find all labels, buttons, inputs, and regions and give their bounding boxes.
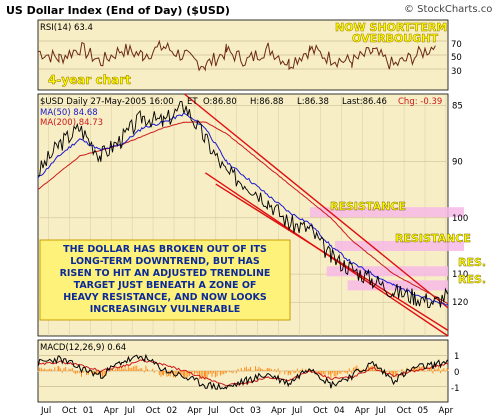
resistance-band	[326, 266, 448, 277]
resistance-label-2: RESISTANCE	[395, 232, 471, 245]
rsi-note-line1: NOW SHORT-TERM	[335, 21, 447, 34]
resistance-band	[347, 280, 448, 291]
price-change: Chg: -0.39	[398, 97, 442, 107]
macd-tick-0: 0	[454, 368, 459, 378]
resistance-label-3: RES.	[458, 256, 486, 269]
rsi-note-line2: OVERBOUGHT	[352, 32, 438, 45]
resistance-band	[335, 240, 464, 251]
comment-text: THE DOLLAR HAS BROKEN OUT OF ITS LONG-TE…	[60, 244, 271, 315]
x-axis-label: 04	[334, 406, 345, 416]
macd-tick-neg1: -1	[451, 384, 459, 394]
price-high: H:86.88	[250, 97, 284, 107]
comment-line-2: LONG-TERM DOWNTREND, BUT HAS	[70, 256, 260, 267]
price-axis-ticks: 120 110 100 90 85	[452, 101, 468, 308]
rsi-tick-30: 30	[451, 67, 462, 77]
x-axis-label: 05	[418, 406, 429, 416]
ma50-line	[37, 112, 449, 306]
x-axis-label: Apr	[438, 406, 453, 416]
ma200-label: MA(200) 84.73	[40, 118, 103, 128]
price-tick-120: 120	[452, 298, 468, 308]
rsi-gridlines	[38, 40, 448, 70]
rsi-line	[37, 39, 436, 72]
x-axis-label: Apr	[187, 406, 202, 416]
watermark: © StockCharts.com	[404, 4, 492, 15]
x-axis-label: 03	[250, 406, 261, 416]
comment-line-4: TARGET JUST BENEATH A ZONE OF	[74, 280, 257, 291]
resistance-band	[309, 207, 464, 218]
x-axis-label: Jul	[291, 406, 302, 416]
price-low: L:86.38	[297, 97, 329, 107]
x-axis-label: Jul	[375, 406, 386, 416]
rsi-tick-70: 70	[451, 40, 462, 50]
comment-line-6: INCREASINGLY VULNERABLE	[90, 304, 241, 315]
chart-span-badge: 4-year chart	[48, 73, 131, 87]
ma50-label: MA(50) 84.68	[40, 108, 98, 118]
price-tick-90: 90	[452, 158, 463, 168]
resistance-bands	[309, 207, 464, 291]
resistance-label-1: RESISTANCE	[330, 200, 406, 213]
price-header-tz: ET	[187, 97, 198, 107]
x-axis-label: 02	[167, 406, 178, 416]
resistance-label-4: RES.	[458, 273, 486, 286]
price-last: Last:86.46	[342, 97, 387, 107]
x-axis-label: Oct	[62, 406, 77, 416]
macd-tick-1: 1	[454, 352, 459, 362]
rsi-label: RSI(14) 63.4	[40, 23, 93, 33]
price-tick-85: 85	[452, 101, 463, 111]
macd-line	[37, 353, 449, 391]
price-line	[37, 100, 449, 308]
x-axis-label: Oct	[146, 406, 161, 416]
x-axis-label: Apr	[355, 406, 370, 416]
x-axis-label: Oct	[229, 406, 244, 416]
x-axis-label: Apr	[271, 406, 286, 416]
x-axis-label: Jul	[124, 406, 135, 416]
comment-box	[39, 239, 291, 321]
comment-line-1: THE DOLLAR HAS BROKEN OUT OF ITS	[63, 244, 267, 255]
x-axis-label: 01	[83, 406, 94, 416]
price-header-symbol: $USD Daily 27-May-2005 16:00	[40, 97, 174, 107]
comment-line-3: RISEN TO HIT AN ADJUSTED TRENDLINE	[60, 268, 271, 279]
x-axis-label: Jul	[40, 406, 51, 416]
price-tick-100: 100	[452, 214, 468, 224]
price-open: O:86.80	[203, 97, 237, 107]
chart-title: US Dollar Index (End of Day) ($USD)	[6, 4, 230, 17]
price-tick-110: 110	[452, 270, 468, 280]
channel-line	[183, 93, 449, 309]
x-axis-label: Oct	[397, 406, 412, 416]
comment-line-5: HEAVY RESISTANCE, AND NOW LOOKS	[63, 292, 267, 303]
macd-label: MACD(12,26,9) 0.64	[40, 343, 126, 353]
x-axis-label: Jul	[207, 406, 218, 416]
rsi-tick-50: 50	[451, 53, 462, 63]
x-axis-label: Oct	[313, 406, 328, 416]
x-axis-label: Apr	[104, 406, 119, 416]
x-axis-labels: Jul Oct 01 Apr Jul Oct 02 Apr Jul Oct 03 Apr Jul Oct 0…	[40, 406, 454, 416]
